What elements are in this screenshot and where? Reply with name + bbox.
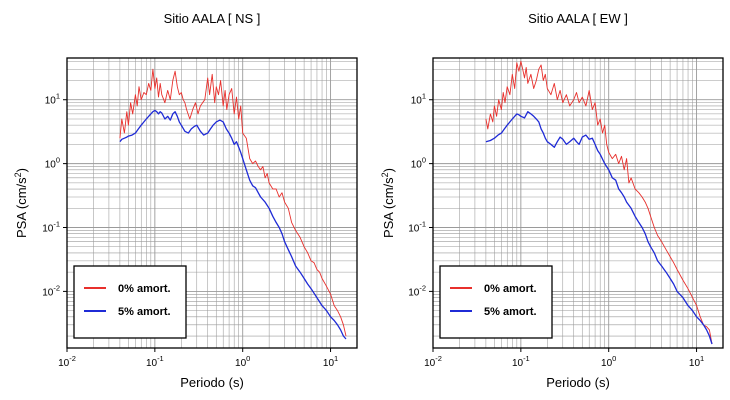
legend: 0% amort. 5% amort. — [439, 265, 553, 339]
legend-box — [439, 265, 553, 339]
x-tick-label: 10-1 — [146, 354, 164, 369]
legend: 0% amort. 5% amort. — [73, 265, 187, 339]
legend-label: 0% amort. — [484, 283, 537, 295]
y-tick-label: 10-2 — [42, 283, 60, 298]
x-tick-label: 101 — [323, 354, 338, 369]
y-tick-label: 10-1 — [408, 220, 426, 235]
y-tick-label: 100 — [45, 156, 60, 171]
x-tick-label: 10-1 — [512, 354, 530, 369]
y-tick-label: 100 — [411, 156, 426, 171]
x-tick-label: 100 — [601, 354, 616, 369]
y-tick-label: 101 — [411, 92, 426, 107]
legend-label: 0% amort. — [118, 283, 171, 295]
series-line-red — [485, 60, 713, 345]
chart-title: Sitio AALA [ EW ] — [528, 11, 628, 26]
chart-title: Sitio AALA [ NS ] — [164, 11, 261, 26]
x-tick-label: 10-2 — [58, 354, 76, 369]
legend-label: 5% amort. — [484, 306, 537, 318]
x-tick-label: 10-2 — [424, 354, 442, 369]
legend-box — [73, 265, 187, 339]
chart-ns: 10-2 10-1 100 101 10-2 10-1 100 101 Sitio AALA [… — [13, 11, 358, 390]
y-axis-label: PSA (cm/s2) — [380, 168, 396, 238]
y-tick-label: 10-2 — [408, 283, 426, 298]
y-axis-label: PSA (cm/s2) — [13, 168, 29, 238]
y-tick-label: 101 — [45, 92, 60, 107]
chart-ew: 10-2 10-1 100 101 10-2 10-1 100 101 Sitio AALA [… — [380, 11, 724, 390]
legend-label: 5% amort. — [118, 306, 171, 318]
y-tick-label: 10-1 — [42, 220, 60, 235]
x-axis-label: Periodo (s) — [546, 375, 610, 390]
series-line-blue — [119, 109, 347, 340]
x-tick-label: 101 — [689, 354, 704, 369]
series-line-blue — [485, 111, 713, 345]
series-line-red — [119, 68, 347, 337]
x-tick-label: 100 — [235, 354, 250, 369]
x-axis-label: Periodo (s) — [180, 375, 244, 390]
plot-frame — [432, 57, 724, 349]
plot-frame — [66, 57, 358, 349]
